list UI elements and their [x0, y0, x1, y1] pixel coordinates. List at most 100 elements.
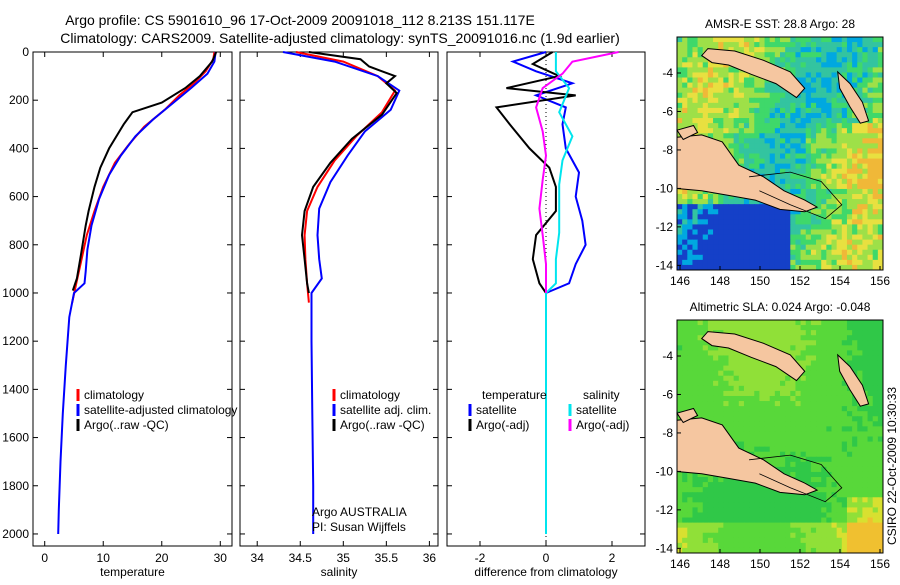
map-cell: [687, 502, 693, 508]
legend-label: Argo(-adj): [576, 418, 629, 432]
map-cell: [846, 112, 853, 119]
map-cell: [836, 97, 843, 104]
map-cell: [774, 517, 781, 524]
map-cell: [697, 395, 704, 402]
map-cell: [743, 492, 750, 498]
map-cell: [826, 395, 832, 402]
map-cell: [769, 178, 776, 185]
map-cell: [826, 401, 832, 407]
map-cell: [692, 477, 699, 483]
map-cell: [697, 204, 704, 210]
map-cell: [682, 355, 688, 362]
map-cell: [836, 345, 843, 351]
map-cell: [790, 57, 796, 63]
map-cell: [677, 320, 683, 326]
map-cell: [836, 406, 843, 412]
map-cell: [697, 507, 704, 513]
map-cell: [872, 148, 879, 154]
map-cell: [702, 380, 709, 387]
map-cell: [810, 390, 817, 397]
map-cell: [754, 325, 760, 331]
map-cell: [795, 148, 802, 154]
map-cell: [836, 264, 843, 271]
map-cell: [759, 335, 766, 341]
map-cell: [800, 360, 807, 367]
map-cell: [857, 209, 863, 215]
map-cell: [867, 138, 874, 144]
map-cell: [852, 345, 858, 351]
map-cell: [852, 168, 858, 175]
map-cell: [877, 426, 884, 432]
map-cell: [800, 264, 807, 271]
map-cell: [826, 224, 832, 230]
map-cell: [810, 537, 817, 544]
map-cell: [759, 259, 766, 266]
map-cell: [697, 112, 704, 119]
map-cell: [780, 390, 786, 397]
map-cell: [749, 47, 755, 53]
map-cell: [857, 47, 863, 53]
map-cell: [872, 224, 879, 230]
map-cell: [857, 360, 863, 367]
map-cell: [862, 259, 869, 266]
map-cell: [867, 143, 874, 149]
map-cell: [697, 345, 704, 351]
map-cell: [759, 37, 766, 43]
map-cell: [687, 375, 693, 382]
map-cell: [795, 118, 802, 124]
map-cell: [702, 204, 709, 210]
map-cell: [821, 375, 827, 382]
map-cell: [759, 112, 766, 119]
map-cell: [718, 492, 724, 498]
map-cell: [769, 219, 776, 225]
map-cell: [857, 522, 863, 529]
map-cell: [857, 148, 863, 154]
map-cell: [682, 214, 688, 220]
map-cell: [816, 264, 822, 271]
map-cell: [785, 158, 791, 165]
map-cell: [728, 492, 735, 498]
map-cell: [872, 355, 879, 362]
map-cell: [805, 517, 812, 524]
map-cell: [826, 133, 832, 139]
map-cell: [841, 325, 848, 331]
map-cell: [718, 355, 724, 362]
map-cell: [862, 199, 869, 205]
map-cell: [749, 234, 755, 241]
map-cell: [764, 97, 771, 104]
map-cell: [816, 507, 822, 513]
map-cell: [738, 416, 745, 422]
map-cell: [702, 72, 709, 79]
map-cell: [707, 264, 714, 271]
map-cell: [780, 395, 786, 402]
legend-label: satellite: [576, 403, 617, 417]
map-cell: [857, 72, 863, 79]
map-cell: [702, 128, 709, 134]
map-cell: [749, 153, 755, 160]
map-cell: [872, 466, 879, 473]
map-cell: [795, 249, 802, 256]
map-cell: [692, 249, 699, 256]
map-cell: [687, 102, 693, 109]
map-cell: [780, 133, 786, 139]
map-cell: [867, 385, 874, 392]
map-cell: [800, 406, 807, 412]
map-cell: [795, 42, 802, 48]
map-cell: [749, 97, 755, 104]
map-cell: [780, 143, 786, 149]
map-cell: [862, 133, 869, 139]
map-cell: [749, 436, 755, 443]
map-cell: [759, 517, 766, 524]
map-cell: [810, 199, 817, 205]
timestamp-stamp: CSIRO 22-Oct-2009 10:30:33: [885, 387, 899, 545]
map-cell: [682, 72, 688, 79]
map-cell: [800, 97, 807, 104]
map-cell: [764, 411, 771, 417]
map-cell: [846, 355, 853, 362]
map-cell: [713, 350, 719, 356]
map-cell: [810, 128, 817, 134]
map-cell: [733, 320, 740, 326]
map-cell: [821, 537, 827, 544]
map-cell: [821, 204, 827, 210]
map-cell: [764, 87, 771, 94]
